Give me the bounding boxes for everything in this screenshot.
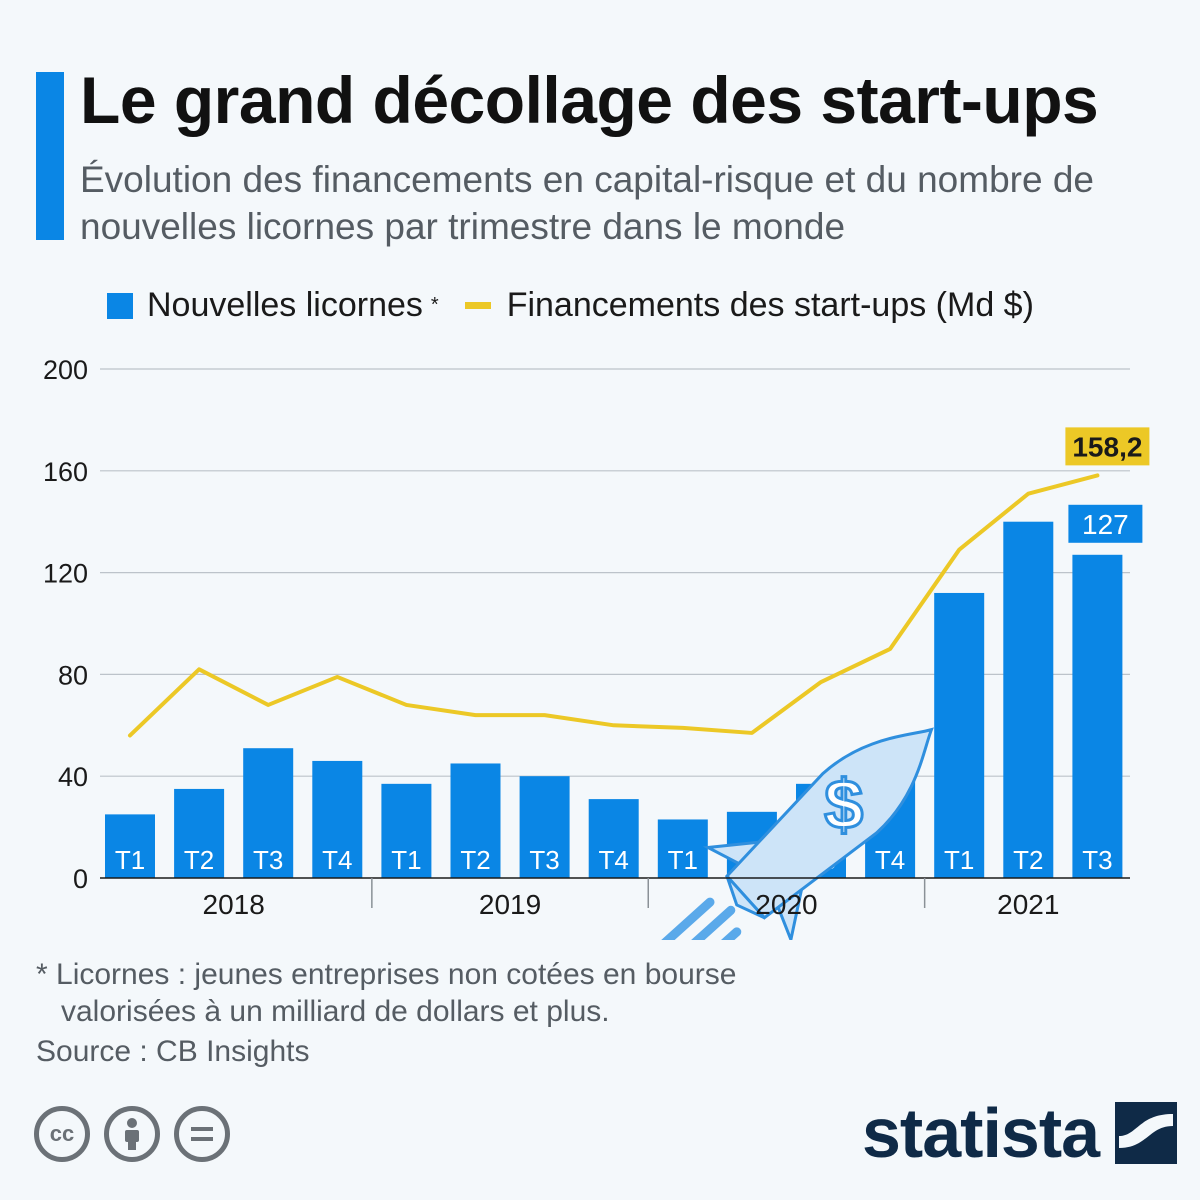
license-icons: cc (34, 1106, 230, 1162)
x-year-label: 2019 (479, 889, 541, 920)
source-text: Source : CB Insights (36, 1035, 310, 1068)
chart-subtitle: Évolution des financements en capital-ri… (80, 159, 1094, 247)
bar (1072, 554, 1123, 878)
bar-category-label: T1 (391, 845, 421, 875)
bar-category-label: T3 (1082, 845, 1112, 875)
annotations: 158,2 127 (1065, 427, 1150, 543)
legend-line-label: Financements des start-ups (Md $) (506, 286, 1034, 324)
bar-category-label: T2 (460, 845, 490, 875)
y-tick-label: 80 (58, 660, 88, 690)
data-label-box (1065, 427, 1150, 466)
y-tick-label: 160 (43, 457, 88, 487)
attribution-icon[interactable] (104, 1106, 160, 1162)
bar (105, 814, 155, 878)
bar (1003, 521, 1054, 878)
bar-category-label: T4 (322, 845, 352, 875)
no-derivatives-icon[interactable] (174, 1106, 230, 1162)
legend-item-bars: Nouvelles licornes * (107, 286, 439, 325)
footnote: * Licornes : jeunes entreprises non coté… (36, 956, 736, 1030)
y-tick-label: 120 (43, 559, 88, 589)
legend-bars-swatch (107, 292, 133, 319)
legend-bars-label: Nouvelles licornes (147, 286, 423, 324)
x-year-label: 2021 (997, 889, 1059, 920)
bar-category-label: T3 (529, 845, 559, 875)
bar (519, 776, 570, 878)
y-tick-label: 200 (43, 355, 88, 385)
title-accent-bar (36, 72, 64, 240)
bar (588, 799, 639, 878)
bar (450, 763, 501, 878)
bar-category-label: T2 (1013, 845, 1043, 875)
chart-title: Le grand décollage des start-ups (80, 63, 1099, 137)
bar-category-label: T4 (875, 845, 905, 875)
statista-mark-icon (1115, 1102, 1178, 1164)
rocket-dollar-icon: $ (629, 727, 934, 940)
x-year-label: 2020 (755, 889, 817, 920)
bar (243, 748, 294, 878)
line-series (128, 473, 1100, 738)
legend-line-swatch (464, 302, 491, 309)
bar (312, 760, 363, 878)
data-label-box (1068, 504, 1143, 543)
bar-category-label: T3 (253, 845, 283, 875)
bar (174, 788, 225, 878)
grid: 0 40 80 120 160 200 (43, 355, 1130, 894)
bar-category-label: T2 (184, 845, 214, 875)
bar-category-label: T1 (944, 845, 974, 875)
line-path (128, 473, 1100, 738)
legend-item-line: Financements des start-ups (Md $) (464, 286, 1034, 325)
data-label: 158,2 (1072, 431, 1142, 462)
statista-logo[interactable]: statista (862, 1093, 1178, 1173)
y-tick-label: 40 (58, 762, 88, 792)
footnote-line-2: valorisées à un milliard de dollars et p… (61, 995, 610, 1028)
bar (934, 592, 985, 878)
data-label: 127 (1082, 509, 1129, 540)
cc-icon[interactable]: cc (34, 1106, 90, 1162)
svg-text:$: $ (824, 766, 863, 844)
bar (657, 819, 708, 878)
y-tick-label: 0 (73, 864, 88, 894)
legend: Nouvelles licornes * Financements des st… (107, 286, 1034, 325)
x-year-label: 2018 (203, 889, 265, 920)
bar-category-label: T1 (115, 845, 145, 875)
x-axis: 2018 2019 2020 2021 (100, 877, 1130, 920)
legend-bars-marker: * (430, 294, 439, 316)
bar-category-label: T1 (668, 845, 698, 875)
brand-name: statista (862, 1094, 1100, 1172)
bar-category-label: T4 (599, 845, 629, 875)
chart-area: 0 40 80 120 160 200 T1 T2 T3 T4 T1 T2 T3 T4 T1 T2 T3 T4 T… (43, 355, 1150, 940)
footnote-line-1: * Licornes : jeunes entreprises non coté… (36, 958, 737, 991)
bar (381, 783, 432, 878)
